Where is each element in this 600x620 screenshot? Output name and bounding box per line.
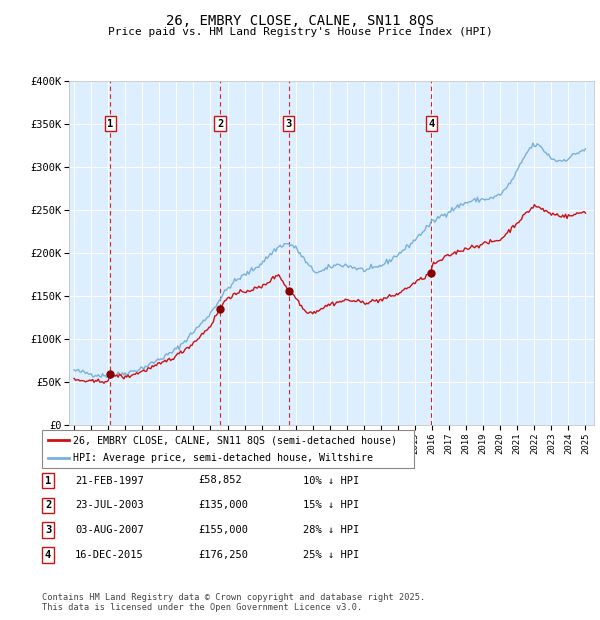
Text: 2: 2	[217, 118, 223, 128]
Text: Price paid vs. HM Land Registry's House Price Index (HPI): Price paid vs. HM Land Registry's House …	[107, 27, 493, 37]
Text: 3: 3	[45, 525, 51, 535]
Text: Contains HM Land Registry data © Crown copyright and database right 2025.
This d: Contains HM Land Registry data © Crown c…	[42, 593, 425, 612]
Text: 16-DEC-2015: 16-DEC-2015	[75, 550, 144, 560]
Text: HPI: Average price, semi-detached house, Wiltshire: HPI: Average price, semi-detached house,…	[73, 453, 373, 464]
Text: 3: 3	[286, 118, 292, 128]
Text: 10% ↓ HPI: 10% ↓ HPI	[303, 476, 359, 485]
Text: 2: 2	[45, 500, 51, 510]
Text: £155,000: £155,000	[198, 525, 248, 535]
Text: 23-JUL-2003: 23-JUL-2003	[75, 500, 144, 510]
Text: 4: 4	[428, 118, 434, 128]
Text: £58,852: £58,852	[198, 476, 242, 485]
Text: 28% ↓ HPI: 28% ↓ HPI	[303, 525, 359, 535]
Text: 26, EMBRY CLOSE, CALNE, SN11 8QS (semi-detached house): 26, EMBRY CLOSE, CALNE, SN11 8QS (semi-d…	[73, 435, 397, 445]
Text: 15% ↓ HPI: 15% ↓ HPI	[303, 500, 359, 510]
Text: 21-FEB-1997: 21-FEB-1997	[75, 476, 144, 485]
Text: 4: 4	[45, 550, 51, 560]
Text: £176,250: £176,250	[198, 550, 248, 560]
Text: 03-AUG-2007: 03-AUG-2007	[75, 525, 144, 535]
Text: 1: 1	[107, 118, 113, 128]
Text: 26, EMBRY CLOSE, CALNE, SN11 8QS: 26, EMBRY CLOSE, CALNE, SN11 8QS	[166, 14, 434, 28]
Text: £135,000: £135,000	[198, 500, 248, 510]
Text: 25% ↓ HPI: 25% ↓ HPI	[303, 550, 359, 560]
Text: 1: 1	[45, 476, 51, 485]
